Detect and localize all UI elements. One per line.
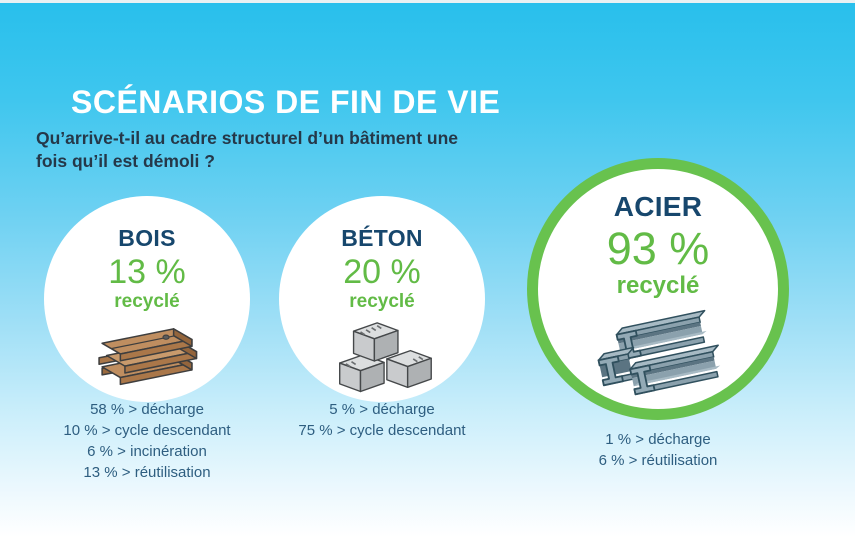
wood-planks-icon — [44, 322, 250, 397]
concrete-blocks-icon — [279, 322, 485, 405]
top-edge-strip — [0, 0, 855, 3]
breakdown-list-acier: 1 % > décharge 6 % > réutilisation — [528, 429, 788, 471]
steel-ibeams-icon — [538, 303, 778, 412]
recycled-label: recyclé — [616, 272, 700, 299]
breakdown-item: 6 % > réutilisation — [598, 452, 718, 469]
page-subtitle: Qu’arrive-t-il au cadre structurel d’un … — [36, 127, 458, 173]
breakdown-item: 10 % > cycle descendant — [63, 422, 231, 439]
material-card-bois: BOIS 13 % recyclé — [44, 196, 250, 402]
material-name: BOIS — [118, 225, 176, 251]
subtitle-line-1: Qu’arrive-t-il au cadre structurel d’un … — [36, 128, 459, 148]
recycled-label: recyclé — [114, 291, 180, 312]
material-percent: 93 % — [606, 223, 710, 274]
breakdown-item: 5 % > décharge — [329, 401, 435, 418]
breakdown-item: 1 % > décharge — [605, 431, 711, 448]
material-percent: 13 % — [108, 253, 186, 291]
subtitle-line-2: fois qu’il est démoli ? — [36, 151, 215, 171]
breakdown-list-beton: 5 % > décharge 75 % > cycle descendant — [252, 399, 512, 441]
material-card-acier: ACIER 93 % recyclé — [527, 158, 789, 420]
breakdown-item: 75 % > cycle descendant — [298, 422, 466, 439]
recycled-label: recyclé — [349, 291, 415, 312]
material-name: BÉTON — [341, 225, 423, 251]
material-card-beton: BÉTON 20 % recyclé — [279, 196, 485, 402]
material-percent: 20 % — [343, 253, 421, 291]
breakdown-item: 13 % > réutilisation — [83, 464, 211, 481]
breakdown-item: 6 % > incinération — [87, 443, 207, 460]
material-name: ACIER — [613, 191, 703, 222]
breakdown-item: 58 % > décharge — [90, 401, 204, 418]
page-title: SCÉNARIOS DE FIN DE VIE — [71, 84, 501, 120]
breakdown-list-bois: 58 % > décharge 10 % > cycle descendant … — [17, 399, 277, 483]
